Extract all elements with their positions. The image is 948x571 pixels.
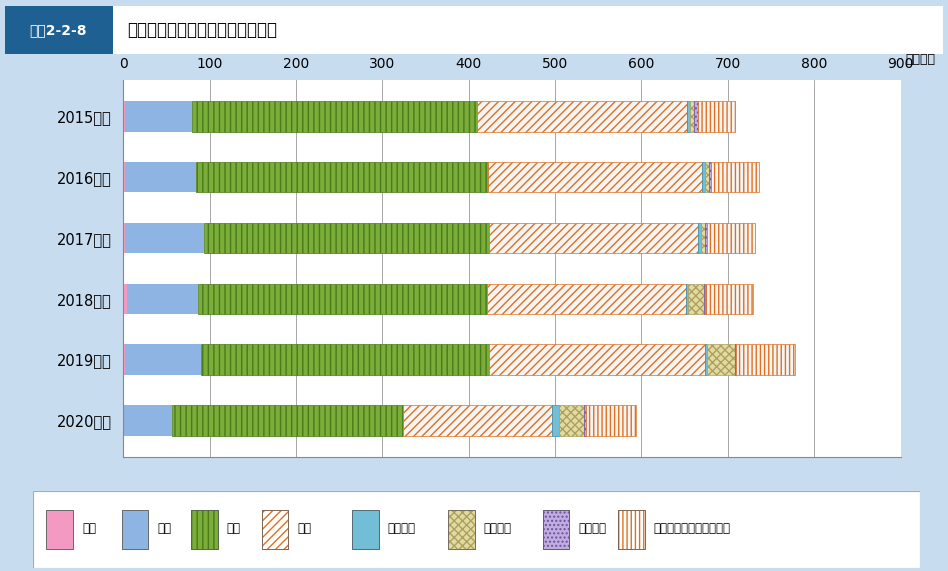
Text: ２級: ２級	[227, 521, 241, 534]
Bar	[124, 405, 172, 436]
Bar	[121, 510, 149, 549]
Text: 基礎１・２級及び基礎級: 基礎１・２級及び基礎級	[654, 521, 731, 534]
Bar	[125, 162, 196, 192]
Bar	[687, 101, 690, 131]
Text: 単一等級: 単一等級	[578, 521, 607, 534]
Bar	[702, 223, 705, 253]
Bar	[690, 101, 694, 131]
Bar	[707, 344, 735, 375]
Bar	[618, 510, 645, 549]
Bar	[586, 405, 636, 436]
Bar	[262, 510, 288, 549]
Bar	[543, 510, 570, 549]
Bar	[704, 162, 709, 192]
Bar	[448, 510, 475, 549]
Bar	[127, 284, 197, 314]
Bar	[125, 223, 205, 253]
Bar	[123, 162, 125, 192]
Bar	[172, 405, 403, 436]
Bar	[685, 284, 688, 314]
Bar	[353, 510, 379, 549]
Bar	[735, 344, 737, 375]
Bar	[487, 284, 685, 314]
Bar	[197, 284, 487, 314]
Bar	[123, 223, 125, 253]
Bar	[46, 510, 73, 549]
Bar	[196, 162, 487, 192]
Bar	[688, 284, 703, 314]
Bar	[353, 510, 379, 549]
Bar	[699, 223, 702, 253]
Bar	[191, 510, 217, 549]
Bar	[5, 6, 113, 54]
Text: （千人）: （千人）	[905, 53, 936, 66]
Bar	[705, 284, 753, 314]
Bar	[702, 162, 704, 192]
Text: 随時２級: 随時２級	[388, 521, 416, 534]
Bar	[699, 101, 735, 131]
Bar	[123, 101, 125, 131]
Bar	[558, 405, 585, 436]
Bar	[113, 6, 943, 54]
Bar	[705, 223, 707, 253]
Bar	[489, 223, 699, 253]
Bar	[121, 510, 149, 549]
Text: 図表2-2-8: 図表2-2-8	[29, 23, 87, 37]
Text: 随時３級: 随時３級	[483, 521, 512, 534]
Text: 特級: 特級	[82, 521, 96, 534]
Bar	[403, 405, 552, 436]
Bar	[448, 510, 475, 549]
Bar	[192, 101, 478, 131]
Bar	[711, 162, 759, 192]
Bar	[46, 510, 73, 549]
Bar	[737, 344, 795, 375]
Bar	[125, 344, 201, 375]
Text: １級: １級	[157, 521, 172, 534]
Bar	[487, 162, 702, 192]
Text: 受検申請者数の推移（過去６年）: 受検申請者数の推移（過去６年）	[127, 21, 277, 39]
Bar	[191, 510, 217, 549]
Bar	[694, 101, 699, 131]
Bar	[585, 405, 586, 436]
Text: ３級: ３級	[298, 521, 311, 534]
Bar	[709, 162, 711, 192]
Bar	[123, 344, 125, 375]
Bar	[123, 284, 127, 314]
Bar	[704, 344, 707, 375]
Bar	[552, 405, 558, 436]
Bar	[478, 101, 687, 131]
Bar	[618, 510, 645, 549]
Bar	[543, 510, 570, 549]
Bar	[201, 344, 488, 375]
Bar	[205, 223, 489, 253]
Bar	[703, 284, 705, 314]
Bar	[707, 223, 755, 253]
Bar	[262, 510, 288, 549]
Bar	[488, 344, 704, 375]
Bar	[125, 101, 192, 131]
